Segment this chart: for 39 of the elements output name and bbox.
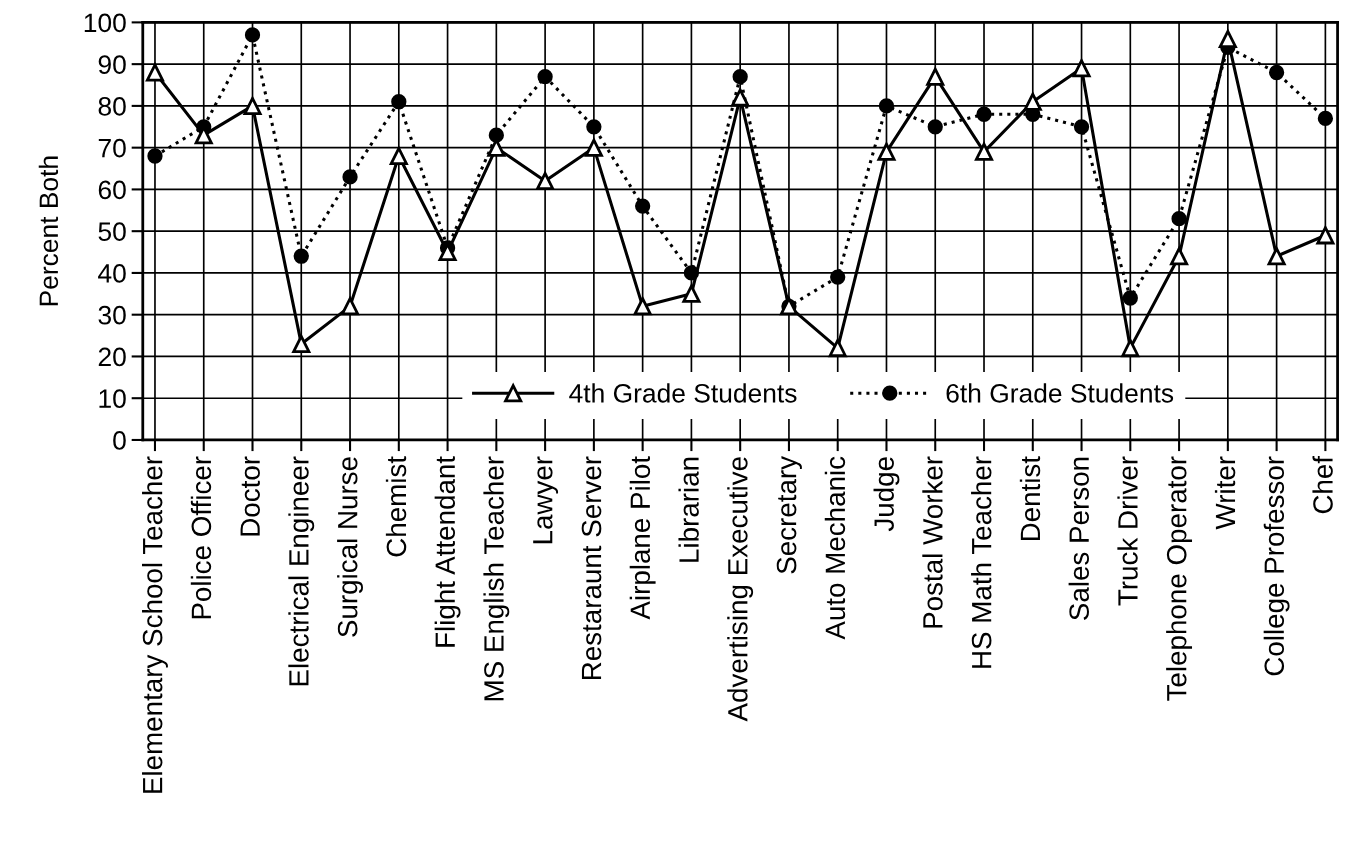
legend-label: 4th Grade Students bbox=[569, 383, 797, 403]
y-axis-title: Percent Both bbox=[38, 156, 59, 306]
y-tick-label: 50 bbox=[98, 222, 126, 241]
x-tick-label: Doctor bbox=[240, 456, 260, 536]
x-tick-label: MS English Teacher bbox=[483, 456, 510, 701]
x-tick-label: Advertising Executive bbox=[727, 457, 754, 722]
y-tick-label: 20 bbox=[98, 347, 126, 367]
y-tick-label: 0 bbox=[113, 431, 126, 450]
y-tick-label: 30 bbox=[98, 305, 126, 325]
x-tick-label: Chemist bbox=[385, 456, 407, 557]
y-tick-label: 90 bbox=[98, 55, 126, 74]
y-tick-label: 100 bbox=[84, 13, 126, 33]
x-tick-label: Librarian bbox=[678, 457, 699, 562]
x-tick-label: Lawyer bbox=[533, 456, 559, 544]
x-tick-label: Dentist bbox=[1019, 456, 1041, 541]
x-tick-label: Elementary School Teacher bbox=[142, 456, 168, 793]
x-tick-label: Secretary bbox=[776, 455, 802, 574]
x-tick-label: Writer bbox=[1214, 456, 1236, 530]
x-tick-label: Airplane Pilot bbox=[629, 456, 656, 620]
y-tick-label: 70 bbox=[98, 138, 126, 158]
x-tick-label: Truck Driver bbox=[1117, 456, 1138, 606]
x-tick-label: HS Math Teacher bbox=[971, 456, 992, 668]
x-tick-label: Chef bbox=[1312, 455, 1333, 514]
x-tick-label: Sales Person bbox=[1068, 457, 1089, 620]
x-tick-label: College Professor bbox=[1263, 456, 1290, 676]
x-tick-label: Police Officer bbox=[190, 456, 212, 619]
x-tick-label: Flight Attendant bbox=[434, 456, 461, 647]
y-tick-label: 40 bbox=[98, 264, 126, 283]
x-tick-label: Surgical Nurse bbox=[337, 457, 363, 637]
x-tick-label: Judge bbox=[873, 457, 900, 532]
x-tick-label: Telephone Operator bbox=[1166, 456, 1193, 701]
x-tick-label: Restaraunt Server bbox=[581, 456, 602, 680]
x-tick-label: Electrical Engineer bbox=[288, 456, 315, 686]
y-tick-label: 60 bbox=[98, 180, 126, 200]
x-tick-label: Auto Mechanic bbox=[824, 456, 846, 640]
y-tick-label: 10 bbox=[99, 389, 126, 409]
legend-label: 6th Grade Students bbox=[946, 383, 1174, 403]
y-tick-label: 80 bbox=[98, 97, 126, 116]
x-tick-label: Postal Worker bbox=[922, 456, 943, 628]
